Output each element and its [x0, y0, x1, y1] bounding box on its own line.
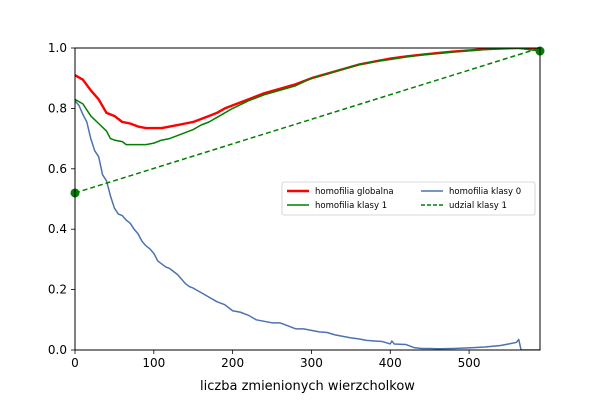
plot-area — [70, 46, 545, 351]
series-line-homofilia-klasy-0 — [75, 100, 540, 350]
x-tick-label-300: 300 — [300, 356, 323, 370]
x-axis: 0 100 200 300 400 500 — [71, 350, 481, 370]
legend-box — [281, 181, 536, 216]
x-tick-label-400: 400 — [379, 356, 402, 370]
series-line-homofilia-klasy-1 — [75, 48, 540, 146]
y-axis: 0.0 0.2 0.4 0.6 0.8 1.0 — [48, 41, 75, 357]
legend: homofilia globalna homofilia klasy 1 homof… — [281, 181, 536, 216]
x-tick-label-0: 0 — [71, 356, 79, 370]
x-axis-label: liczba zmienionych wierzcholkow — [200, 379, 415, 394]
legend-label-homofilia-klasy-0: homofilia klasy 0 — [449, 187, 521, 197]
y-tick-label-5: 1.0 — [48, 41, 67, 55]
y-tick-label-3: 0.6 — [48, 162, 67, 176]
series-line-homofilia-globalna — [75, 48, 540, 130]
plot-frame — [74, 47, 541, 351]
y-tick-label-2: 0.4 — [48, 222, 67, 236]
legend-items: homofilia globalna homofilia klasy 1 homof… — [287, 187, 521, 211]
x-tick-label-200: 200 — [221, 356, 244, 370]
x-tick-label-100: 100 — [142, 356, 165, 370]
legend-label-udzial-klasy-1: udzial klasy 1 — [449, 201, 507, 211]
series-line-udzial-klasy-1 — [75, 48, 540, 194]
y-tick-label-0: 0.0 — [48, 343, 67, 357]
legend-label-homofilia-globalna: homofilia globalna — [315, 187, 394, 197]
y-tick-label-1: 0.2 — [48, 283, 67, 297]
y-tick-label-4: 0.8 — [48, 101, 67, 115]
legend-label-homofilia-klasy-1: homofilia klasy 1 — [315, 201, 387, 211]
series-layer — [75, 48, 540, 350]
x-tick-label-500: 500 — [458, 356, 481, 370]
